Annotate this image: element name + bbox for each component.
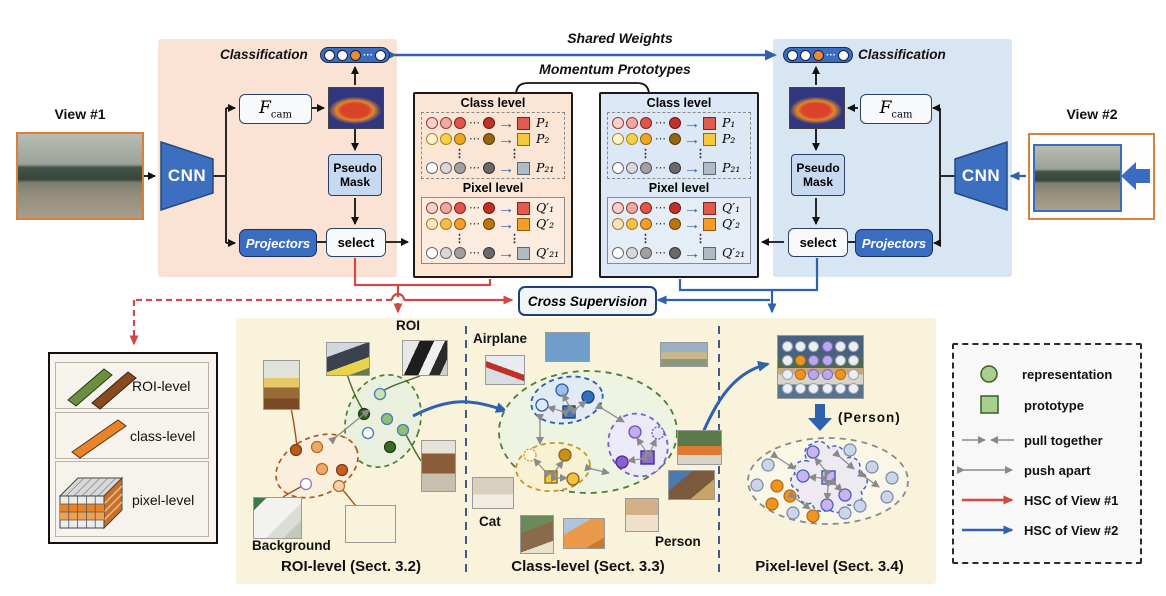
legend-push-apart-label: push apart (1024, 463, 1091, 478)
thumb-baby (625, 498, 659, 532)
neuron-dot (375, 49, 386, 61)
neuron-dot (800, 49, 811, 61)
neuron-dot (838, 49, 849, 61)
momentum-box-view1: Class level ⋯ → P₁ ⋯ → P₂ ⋮ ⋮ ⋯ → P₂₁ Pixel lev… (413, 92, 573, 278)
classification-right-label: Classification (858, 47, 946, 62)
thumb-airport (660, 342, 708, 367)
projectors-left-box: Projectors (239, 229, 317, 257)
class-level-header: Class level (646, 96, 712, 110)
pseudo-mask-right-box: Pseudo Mask (791, 154, 845, 196)
legend-prototype-label: prototype (1024, 398, 1084, 413)
roi-level-legend-label: ROI-level (132, 378, 191, 394)
view2-crop-image (1033, 144, 1122, 212)
thumb-cow (402, 340, 448, 376)
neuron-dot-active (813, 49, 824, 61)
pixel-dot-grid (778, 336, 863, 398)
cam-right-image (789, 87, 845, 129)
shared-weights-label: Shared Weights (567, 30, 673, 46)
fcam-left-box: Fcam (239, 94, 312, 124)
projectors-right-box: Projectors (855, 229, 933, 257)
prototype-row: ⋯ → P₁ (612, 115, 750, 131)
select-left-box: select (326, 228, 386, 257)
thumb-person-child (326, 342, 370, 376)
fcam-label: Fcam (259, 97, 292, 121)
pixel-level-title: Pixel-level (Sect. 3.4) (755, 558, 904, 575)
prototype-row: ⋯ → Q′₁ (426, 200, 564, 216)
pseudo-mask-left-box: Pseudo Mask (328, 154, 382, 196)
class-level-legend-label: class-level (130, 428, 196, 444)
thumb-kid-laptop (668, 470, 715, 500)
pixel-level-group: ⋯ → Q′₁ ⋯ → Q′₂ ⋮ ⋮ ⋯ → Q′₂₁ (421, 197, 565, 264)
person-label: Person (655, 534, 701, 549)
background-label: Background (252, 538, 331, 553)
pixel-level-header: Pixel level (648, 181, 710, 195)
legend-hsc-view1-label: HSC of View #1 (1024, 493, 1119, 508)
pixel-level-legend-label: pixel-level (132, 492, 195, 508)
vertical-ellipsis: ⋮ ⋮ (640, 233, 706, 245)
vertical-ellipsis: ⋮ ⋮ (454, 233, 520, 245)
cross-supervision-box: Cross Supervision (518, 286, 657, 316)
cnn-right-label: CNN (961, 166, 1001, 185)
neuron-dot (324, 49, 335, 61)
select-right-box: select (788, 228, 848, 257)
thumb-background-mask1 (253, 497, 302, 539)
view2-title: View #2 (1066, 106, 1118, 122)
pixel-level-header: Pixel level (462, 181, 524, 195)
prototype-row: ⋯ → Q′₂₁ (426, 245, 564, 261)
prototype-row: ⋯ → P₂ (426, 131, 564, 147)
roi-label: ROI (396, 318, 421, 333)
prototype-row: ⋯ → Q′₂ (426, 216, 564, 232)
fcam-right-box: Fcam (860, 94, 932, 124)
neuron-ellipsis: ··· (826, 49, 836, 61)
prototype-row: ⋯ → P₂ (612, 131, 750, 147)
cnn-left-label: CNN (167, 166, 207, 185)
class-level-title: Class-level (Sect. 3.3) (511, 558, 665, 575)
momentum-box-view2: Class level ⋯ → P₁ ⋯ → P₂ ⋮ ⋮ ⋯ → P₂₁ Pixel lev… (599, 92, 759, 278)
momentum-prototypes-label: Momentum Prototypes (539, 61, 691, 77)
pixel-person-label: (Person) (838, 410, 901, 425)
legend-representation-label: representation (1022, 367, 1113, 382)
prototype-row: ⋯ → P₁ (426, 115, 564, 131)
neuron-dot-active (350, 49, 361, 61)
class-level-header: Class level (460, 96, 526, 110)
thumb-plane-tail (485, 355, 525, 385)
neuron-dot (787, 49, 798, 61)
neuron-dot (337, 49, 348, 61)
vertical-ellipsis: ⋮ ⋮ (454, 148, 520, 160)
classification-right-neurons: ··· (783, 47, 853, 63)
view1-image (16, 132, 144, 220)
cat-label: Cat (479, 514, 501, 529)
fcam-label: Fcam (879, 97, 913, 121)
prototype-row: ⋯ → Q′₁ (612, 200, 750, 216)
thumb-cat-orange (563, 518, 605, 549)
prototype-row: ⋯ → Q′₂ (612, 216, 750, 232)
legend-pull-together-label: pull together (1024, 433, 1103, 448)
thumb-background-mask2 (345, 505, 396, 543)
class-level-group: ⋯ → P₁ ⋯ → P₂ ⋮ ⋮ ⋯ → P₂₁ (607, 112, 751, 179)
vertical-ellipsis: ⋮ ⋮ (640, 148, 706, 160)
airplane-label: Airplane (473, 331, 528, 346)
class-level-group: ⋯ → P₁ ⋯ → P₂ ⋮ ⋮ ⋯ → P₂₁ (421, 112, 565, 179)
thumb-cat-tower (520, 515, 554, 554)
prototype-row: ⋯ → P₂₁ (426, 160, 564, 176)
classification-left-neurons: ··· (320, 47, 390, 63)
prototype-row: ⋯ → P₂₁ (612, 160, 750, 176)
thumb-airplane-sky (545, 332, 590, 362)
thumb-background-kitchen (263, 360, 300, 410)
cam-left-image (328, 87, 384, 129)
pixel-level-group: ⋯ → Q′₁ ⋯ → Q′₂ ⋮ ⋮ ⋯ → Q′₂₁ (607, 197, 751, 264)
neuron-ellipsis: ··· (363, 49, 373, 61)
prototype-row: ⋯ → Q′₂₁ (612, 245, 750, 261)
roi-level-title: ROI-level (Sect. 3.2) (280, 558, 422, 575)
view2-image (1028, 133, 1155, 220)
thumb-boat-person (677, 430, 722, 465)
thumb-boat-pixel-grid (777, 335, 864, 399)
thumb-cat-bowl (472, 477, 514, 509)
legend-hsc-view2-label: HSC of View #2 (1024, 523, 1119, 538)
view1-title: View #1 (54, 106, 106, 122)
classification-left-label: Classification (220, 47, 308, 62)
thumb-dog (421, 440, 456, 492)
